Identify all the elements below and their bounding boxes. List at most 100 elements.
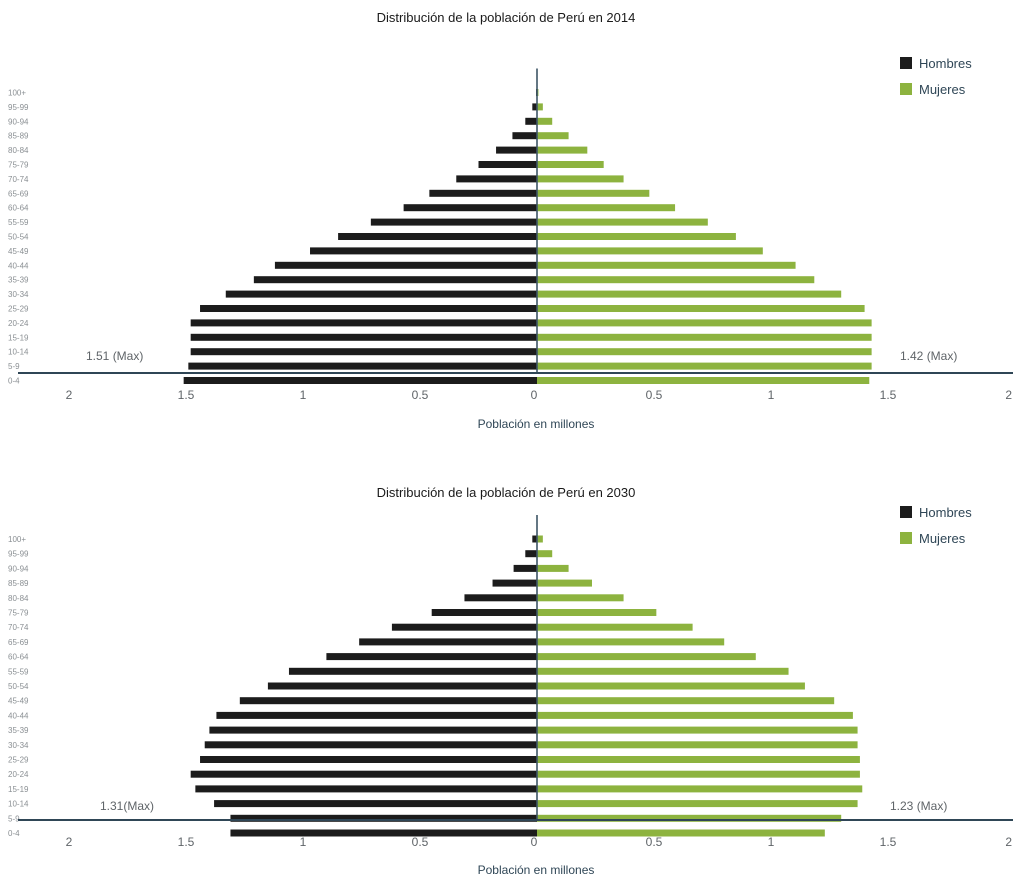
age-group-label: 80-84 [8, 594, 29, 603]
bar-hombres [492, 579, 537, 587]
age-group-label: 55-59 [8, 667, 29, 676]
x-tick-label: 1.5 [880, 835, 897, 849]
x-tick-label: 1 [768, 835, 775, 849]
age-group-label: 35-39 [8, 726, 29, 735]
x-axis-label: Población en millones [478, 863, 595, 877]
bar-mujeres [537, 638, 725, 646]
bar-hombres [190, 319, 537, 327]
bar-mujeres [537, 711, 853, 719]
bar-mujeres [537, 800, 858, 808]
bar-hombres [200, 305, 538, 312]
age-group-label: 10-14 [8, 348, 29, 357]
age-group-label: 20-24 [8, 770, 29, 779]
bar-hombres [513, 564, 537, 572]
bar-hombres [525, 550, 537, 558]
x-tick-label: 0 [531, 388, 538, 402]
bar-hombres [326, 653, 537, 661]
age-group-label: 90-94 [8, 117, 29, 126]
age-group-label: 100+ [8, 89, 26, 98]
bar-hombres [230, 814, 537, 822]
age-group-label: 75-79 [8, 161, 29, 170]
x-tick-label: 2 [66, 835, 73, 849]
age-group-label: 50-54 [8, 682, 29, 691]
bar-mujeres [537, 146, 588, 154]
bar-mujeres [537, 623, 693, 631]
bar-hombres [478, 161, 537, 168]
x-tick-label: 0.5 [646, 835, 663, 849]
bar-mujeres [537, 362, 872, 370]
age-group-label: 5-9 [8, 362, 20, 371]
age-group-label: 50-54 [8, 233, 29, 242]
age-group-label: 10-14 [8, 800, 29, 809]
bar-hombres [359, 638, 537, 646]
bar-mujeres [537, 319, 872, 327]
x-tick-label: 2 [1005, 388, 1012, 402]
legend-label-mujeres: Mujeres [919, 82, 966, 97]
legend-swatch-mujeres [900, 532, 912, 544]
age-group-label: 20-24 [8, 319, 29, 328]
bar-hombres [288, 667, 537, 675]
bar-mujeres [537, 785, 863, 793]
bar-hombres [512, 132, 537, 140]
bar-mujeres [537, 247, 763, 255]
bar-mujeres [537, 333, 872, 341]
bar-hombres [532, 535, 537, 543]
bar-mujeres [537, 682, 805, 690]
age-group-label: 80-84 [8, 146, 29, 155]
age-group-label: 25-29 [8, 305, 29, 314]
bar-hombres [431, 609, 537, 616]
bar-mujeres [537, 756, 860, 763]
bar-hombres [230, 829, 537, 837]
age-group-label: 85-89 [8, 132, 29, 141]
age-group-label: 40-44 [8, 711, 29, 720]
legend-swatch-mujeres [900, 83, 912, 95]
bar-mujeres [537, 218, 708, 226]
x-tick-label: 1.5 [880, 388, 897, 402]
bar-hombres [214, 800, 537, 808]
max-label-mujeres: 1.23 (Max) [890, 799, 947, 813]
bar-hombres [195, 785, 538, 793]
age-group-label: 85-89 [8, 579, 29, 588]
chart-title: Distribución de la población de Perú en … [377, 10, 636, 25]
x-tick-label: 1 [768, 388, 775, 402]
age-group-label: 30-34 [8, 741, 29, 750]
age-group-label: 95-99 [8, 103, 29, 112]
bar-hombres [370, 218, 537, 226]
x-tick-label: 1 [300, 388, 307, 402]
bar-mujeres [537, 594, 624, 602]
x-axis-label: Población en millones [478, 417, 595, 431]
bar-hombres [391, 623, 537, 631]
bar-mujeres [537, 550, 553, 558]
x-tick-label: 2 [1005, 835, 1012, 849]
max-label-hombres: 1.51 (Max) [86, 349, 143, 363]
age-group-label: 60-64 [8, 653, 29, 662]
age-group-label: 30-34 [8, 290, 29, 299]
bar-mujeres [537, 204, 676, 212]
bar-mujeres [537, 103, 543, 111]
bar-mujeres [537, 117, 553, 125]
bar-hombres [456, 175, 537, 183]
bar-hombres [190, 348, 537, 356]
bar-mujeres [537, 814, 842, 822]
bar-hombres [338, 233, 537, 240]
x-tick-label: 0.5 [412, 835, 429, 849]
bar-mujeres [537, 290, 842, 298]
x-tick-label: 0.5 [412, 388, 429, 402]
bar-mujeres [537, 377, 870, 384]
bar-hombres [190, 333, 537, 341]
chart-title: Distribución de la población de Perú en … [377, 485, 636, 500]
age-group-label: 40-44 [8, 261, 29, 270]
bar-mujeres [537, 276, 815, 284]
bar-mujeres [537, 535, 543, 543]
bar-mujeres [537, 161, 604, 168]
bar-hombres [403, 204, 537, 212]
bar-hombres [525, 117, 537, 125]
age-group-label: 90-94 [8, 564, 29, 573]
pyramid-chart-2: Distribución de la población de Perú en … [8, 485, 1013, 877]
age-group-label: 35-39 [8, 276, 29, 285]
x-tick-label: 0 [531, 835, 538, 849]
bar-mujeres [537, 564, 569, 572]
bar-mujeres [537, 189, 650, 197]
bar-mujeres [537, 348, 872, 356]
legend: Hombres Mujeres [900, 505, 972, 546]
